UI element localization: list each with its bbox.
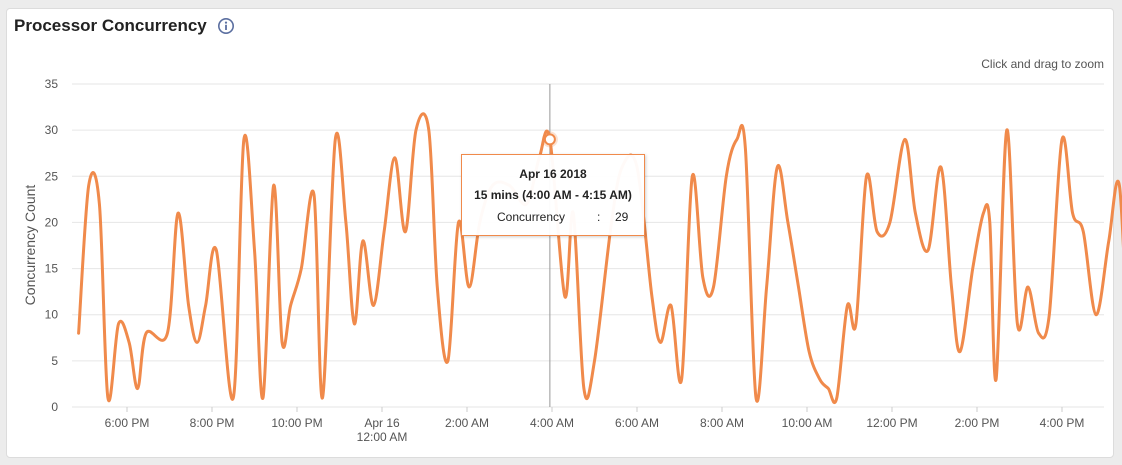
tooltip: Apr 16 2018 15 mins (4:00 AM - 4:15 AM) … bbox=[461, 154, 645, 236]
y-tick-label: 20 bbox=[45, 215, 59, 229]
x-tick-label: 2:00 PM bbox=[955, 416, 1000, 430]
tooltip-range: 15 mins (4:00 AM - 4:15 AM) bbox=[474, 188, 632, 202]
x-tick-label: 12:00 PM bbox=[866, 416, 917, 430]
chart-title: Processor Concurrency bbox=[14, 16, 207, 35]
y-tick-label: 30 bbox=[45, 123, 59, 137]
x-tick-label: 10:00 AM bbox=[782, 416, 833, 430]
x-tick-label: 8:00 PM bbox=[190, 416, 235, 430]
tooltip-separator: : bbox=[597, 210, 601, 224]
y-tick-label: 15 bbox=[45, 262, 59, 276]
x-tick-label: 10:00 PM bbox=[271, 416, 322, 430]
x-tick-label: 6:00 PM bbox=[105, 416, 150, 430]
x-tick-label: 4:00 AM bbox=[530, 416, 574, 430]
tooltip-date: Apr 16 2018 bbox=[519, 167, 587, 181]
x-tick-label: 8:00 AM bbox=[700, 416, 744, 430]
y-tick-label: 5 bbox=[51, 354, 58, 368]
x-tick-label: 6:00 AM bbox=[615, 416, 659, 430]
y-tick-label: 10 bbox=[45, 308, 59, 322]
y-axis: 0 5 10 15 20 25 30 35 bbox=[45, 77, 59, 414]
x-tick-label: 2:00 AM bbox=[445, 416, 489, 430]
highlight-point bbox=[543, 133, 556, 146]
tooltip-value: 29 bbox=[615, 210, 629, 224]
x-tick-label: 4:00 PM bbox=[1040, 416, 1085, 430]
tooltip-key: Concurrency bbox=[497, 210, 566, 224]
x-tick-label-line2: 12:00 AM bbox=[357, 430, 408, 444]
y-axis-label: Concurrency Count bbox=[22, 185, 38, 306]
y-tick-label: 35 bbox=[45, 77, 59, 91]
x-tick-label: Apr 16 bbox=[364, 416, 400, 430]
info-circle-icon[interactable] bbox=[217, 17, 235, 35]
y-tick-label: 0 bbox=[51, 400, 58, 414]
chart-header: Processor Concurrency bbox=[14, 16, 235, 36]
y-tick-label: 25 bbox=[45, 169, 59, 183]
zoom-hint: Click and drag to zoom bbox=[981, 57, 1104, 71]
